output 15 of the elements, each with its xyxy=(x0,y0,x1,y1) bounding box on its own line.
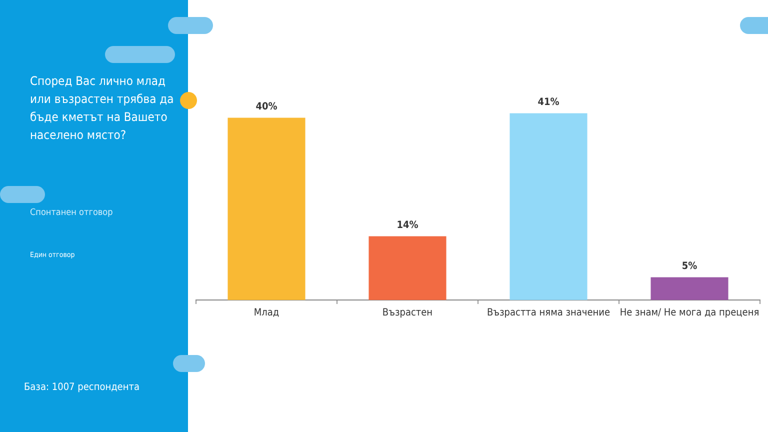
bar xyxy=(650,277,728,300)
x-tick-label: Възрастен xyxy=(382,308,433,319)
bar xyxy=(228,118,306,300)
data-label: 14% xyxy=(396,220,418,231)
data-label: 40% xyxy=(256,101,278,112)
data-label: 5% xyxy=(682,260,698,272)
text: База: 1007 респондента xyxy=(24,382,140,393)
bar xyxy=(510,113,588,300)
x-tick-label: Млад xyxy=(254,308,280,319)
bar xyxy=(368,236,446,300)
chart-title: Според Вас лично млад или възрастен трябва да бъде кметът на Вашето населено място? xyxy=(30,73,175,144)
x-tick-label: Възрастта няма значение xyxy=(486,308,610,319)
x-tick-label: Не знам/ Не мога да преценя xyxy=(620,308,760,319)
text: Спонтанен отговор xyxy=(30,208,113,218)
data-label: 41% xyxy=(538,96,560,108)
